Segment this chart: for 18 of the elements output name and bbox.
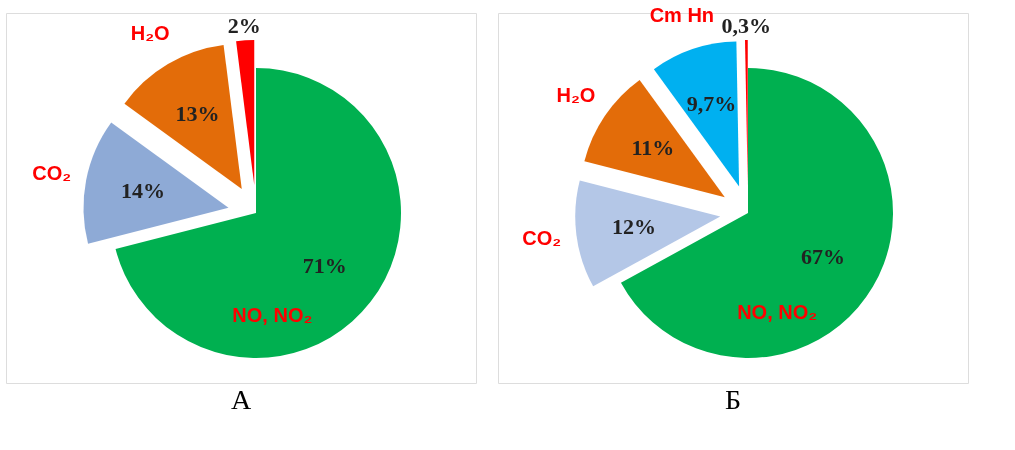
slice-label: Cm Hn bbox=[649, 3, 715, 26]
slice-label: CO₂ bbox=[522, 227, 562, 250]
data-label: 9,7% bbox=[686, 90, 737, 116]
data-label: 0,3% bbox=[721, 13, 771, 39]
slice-label: CO₂ bbox=[32, 162, 72, 185]
data-label: 14% bbox=[121, 178, 166, 204]
slice-label: NO, NO₂ bbox=[737, 301, 818, 324]
slice-label: H₂O bbox=[556, 84, 596, 107]
data-label: 11% bbox=[631, 135, 675, 161]
text: Б bbox=[724, 384, 742, 415]
data-label: 12% bbox=[611, 214, 656, 240]
text: А bbox=[230, 384, 252, 415]
data-label: 71% bbox=[302, 253, 347, 279]
slice-label: NO, NO₂ bbox=[232, 304, 313, 327]
data-label: 67% bbox=[800, 244, 845, 270]
data-label: 13% bbox=[175, 101, 220, 127]
slice-label: H₂O bbox=[130, 21, 170, 44]
data-label: 2% bbox=[227, 13, 261, 39]
